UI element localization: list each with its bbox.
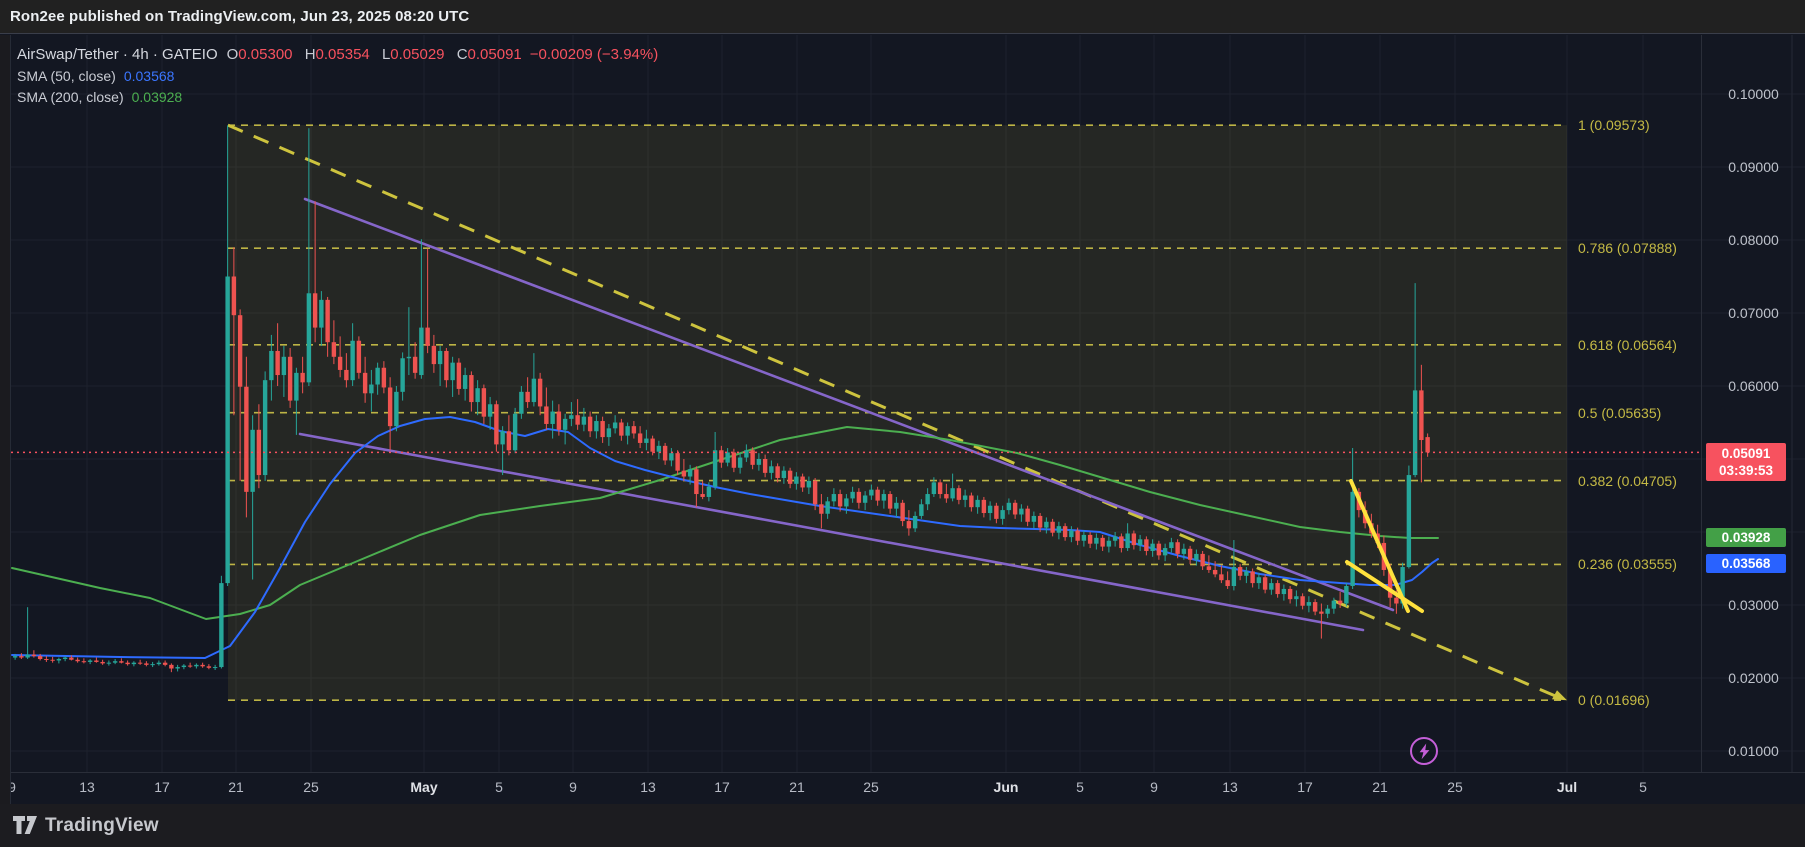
fib-label: 0.618 (0.06564): [1578, 336, 1677, 353]
sma200-label: SMA (200, close): [17, 88, 124, 105]
last-price-tag: 0.05091 03:39:53: [1706, 443, 1786, 482]
trend-line-dashed[interactable]: [227, 123, 1567, 702]
price-tick-label: 0.01000: [1728, 743, 1779, 759]
close-label: C: [456, 46, 468, 63]
last-price-value: 0.05091: [1721, 446, 1771, 462]
time-tick-label: 17: [714, 779, 730, 795]
price-tick-label: 0.09000: [1728, 159, 1779, 175]
channel-lines[interactable]: [298, 197, 1395, 632]
bar-countdown: 03:39:53: [1718, 463, 1774, 479]
price-tick-label: 0.03000: [1728, 597, 1779, 613]
price-axis[interactable]: 0.10000 0.09000 0.08000 0.07000 0.06000 0.030…: [1701, 35, 1805, 772]
time-tick-label: 5: [495, 779, 503, 795]
time-tick-label: 21: [789, 779, 805, 795]
time-tick-month: Jul: [1556, 779, 1578, 795]
time-tick-label: 21: [1372, 779, 1388, 795]
time-tick-label: 17: [1297, 779, 1313, 795]
time-tick-label: 5: [1639, 779, 1647, 795]
price-tick-label: 0.08000: [1728, 232, 1779, 248]
sma200-value: 0.03928: [131, 88, 183, 105]
grid-lines: [11, 35, 1805, 772]
low-label: L: [381, 46, 391, 63]
tradingview-logo-link[interactable]: TradingView: [13, 815, 159, 837]
left-margin: [0, 35, 11, 804]
sma200-legend-row: SMA (200, close) 0.03928: [17, 86, 658, 107]
price-tick-label: 0.10000: [1728, 86, 1779, 102]
publish-header: Ron2ee published on TradingView.com, Jun…: [0, 0, 1805, 34]
time-tick-month: May: [410, 779, 438, 795]
sma50-label: SMA (50, close): [17, 67, 116, 84]
pane-layers: [11, 35, 1805, 772]
candles-layer: [12, 125, 1430, 673]
fib-label: 0.786 (0.07888): [1578, 240, 1677, 257]
sma200-line: [11, 426, 1439, 620]
time-tick-label: 25: [303, 779, 319, 795]
time-tick-label: 9: [1150, 779, 1158, 795]
time-tick-label: 17: [154, 779, 170, 795]
ohlc-values: O0.05300 H0.05354 L0.05029 C0.05091: [227, 46, 522, 63]
symbol-legend-row: AirSwap/Tether · 4h · GATEIO O0.05300 H0…: [17, 44, 658, 65]
close-value: 0.05091: [467, 46, 522, 63]
tradingview-logo: [13, 816, 37, 834]
time-tick-label: 21: [228, 779, 244, 795]
time-tick-label: 5: [1076, 779, 1084, 795]
time-tick-label: 13: [79, 779, 95, 795]
fib-label: 0.382 (0.04705): [1578, 472, 1677, 489]
time-tick-month: Jun: [993, 779, 1019, 795]
time-tick-label: 9: [11, 779, 16, 795]
tradingview-wordmark: TradingView: [45, 814, 159, 836]
chart-legend: AirSwap/Tether · 4h · GATEIO O0.05300 H0…: [17, 44, 658, 107]
wedge-lines[interactable]: [1345, 479, 1424, 613]
time-tick-label: 13: [1222, 779, 1238, 795]
footer: TradingView: [0, 804, 1805, 847]
sma50-line: [11, 416, 1439, 659]
low-value: 0.05029: [390, 46, 445, 63]
change-value: −0.00209 (−3.94%): [529, 46, 659, 63]
price-tick-label: 0.02000: [1728, 670, 1779, 686]
sma50-value: 0.03568: [123, 67, 175, 84]
boost-button[interactable]: [1410, 737, 1438, 765]
lightning-icon: [1419, 743, 1429, 759]
open-label: O: [226, 46, 239, 63]
sma200-price-tag: 0.03928: [1706, 527, 1786, 547]
time-tick-label: 25: [1447, 779, 1463, 795]
fib-label: 0.5 (0.05635): [1578, 404, 1662, 421]
publish-title: Ron2ee published on TradingView.com, Jun…: [10, 8, 470, 25]
fib-label: 0 (0.01696): [1578, 692, 1650, 709]
sma50-price-tag: 0.03568: [1706, 554, 1786, 574]
time-tick-label: 25: [863, 779, 879, 795]
symbol-title: AirSwap/Tether · 4h · GATEIO: [17, 46, 218, 63]
price-tick-label: 0.06000: [1728, 378, 1779, 394]
time-tick-label: 9: [569, 779, 577, 795]
price-tick-label: 0.07000: [1728, 305, 1779, 321]
fib-label: 1 (0.09573): [1578, 117, 1650, 134]
time-axis[interactable]: 9 13 17 21 25 May 5 9 13 17 21 25 Jun 5 9 13 17 21 25 Jul 5: [11, 772, 1805, 804]
sma50-legend-row: SMA (50, close) 0.03568: [17, 65, 658, 86]
time-tick-label: 13: [640, 779, 656, 795]
high-value: 0.05354: [315, 46, 370, 63]
open-value: 0.05300: [238, 46, 293, 63]
high-label: H: [304, 46, 316, 63]
fib-label: 0.236 (0.03555): [1578, 556, 1677, 573]
